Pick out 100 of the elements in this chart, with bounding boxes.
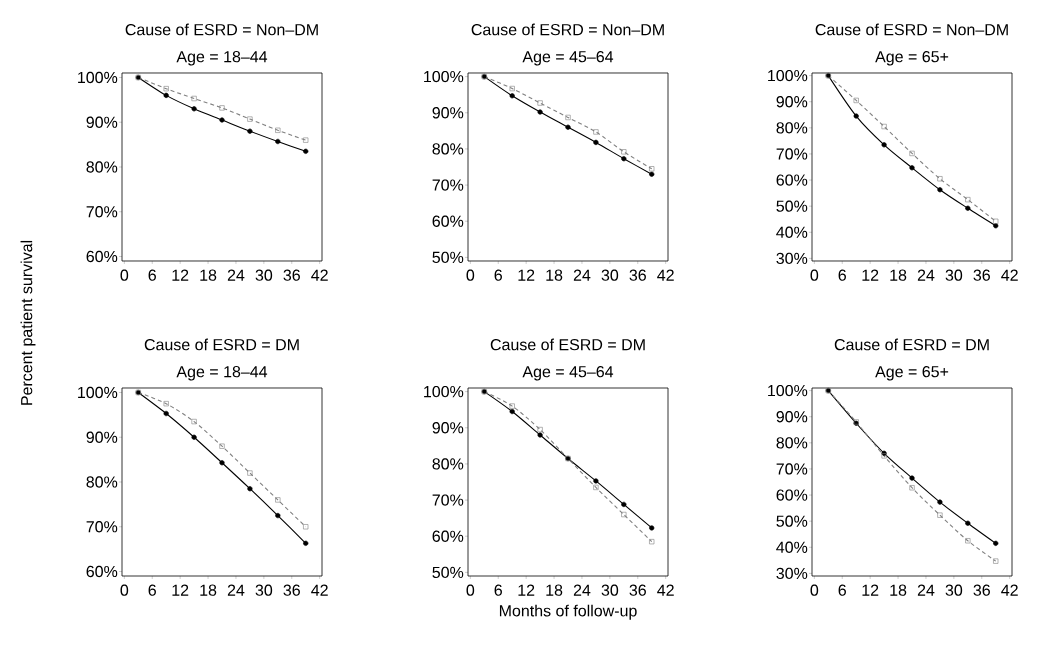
y-tick-label: 90% (776, 411, 808, 423)
y-tick-label: 90% (776, 96, 808, 108)
x-tick-label: 12 (518, 269, 535, 281)
x-tick-label: 12 (172, 269, 189, 281)
y-tick-label: 60% (432, 215, 464, 227)
chart-subtitle: Age = 65+ (875, 366, 949, 381)
chart-title: Cause of ESRD = Non–DM (815, 23, 1008, 36)
point (621, 149, 627, 155)
y-tick-label: 100% (424, 385, 464, 398)
x-tick-label: 18 (890, 584, 907, 596)
point (163, 86, 169, 92)
x-tick-label: 18 (200, 269, 217, 281)
y-tick-label: 100% (78, 71, 118, 84)
y-tick-label: 30% (776, 567, 808, 580)
chart-title: Cause of ESRD = DM (834, 338, 989, 351)
point (303, 148, 309, 154)
x-tick-label: 6 (494, 269, 502, 281)
y-tick-label: 70% (86, 206, 118, 218)
point (649, 539, 655, 545)
y-tick-label: 60% (432, 530, 464, 542)
y-tick-label: 70% (432, 494, 464, 506)
x-tick-label: 42 (657, 269, 674, 281)
point (303, 137, 309, 143)
point (909, 165, 915, 171)
point (965, 197, 971, 203)
y-tick-label: 60% (776, 489, 808, 501)
point (509, 408, 515, 415)
x-tick-label: 0 (810, 584, 819, 596)
x-tick-label: 0 (810, 269, 819, 281)
point (909, 475, 915, 481)
point (275, 127, 281, 133)
point (247, 486, 253, 492)
point (191, 106, 197, 112)
x-tick-label: 6 (838, 269, 846, 281)
point (993, 558, 999, 564)
point (993, 540, 999, 546)
point (649, 166, 655, 172)
x-tick-label: 42 (1001, 584, 1018, 596)
x-tick-label: 18 (200, 584, 217, 596)
x-tick-label: 30 (255, 269, 273, 281)
point (509, 403, 515, 409)
x-tick-label: 30 (601, 269, 619, 281)
point (247, 128, 253, 134)
point (993, 218, 999, 224)
point (163, 401, 169, 407)
point (993, 223, 999, 229)
x-tick-label: 24 (227, 584, 245, 596)
x-tick-label: 0 (466, 269, 475, 281)
point (965, 520, 971, 526)
x-tick-label: 6 (838, 584, 846, 596)
y-tick-label: 100% (768, 384, 808, 397)
chart-title: Cause of ESRD = Non–DM (471, 23, 664, 36)
x-tick-label: 36 (629, 269, 646, 281)
y-tick-label: 60% (86, 565, 118, 578)
point (937, 499, 943, 505)
x-tick-label: 0 (466, 584, 475, 596)
y-tick-label: 70% (86, 521, 118, 533)
chart-subtitle: Age = 45–64 (522, 51, 614, 66)
point (163, 92, 169, 98)
x-tick-label: 0 (120, 269, 129, 281)
point (649, 171, 655, 177)
y-tick-label: 80% (432, 458, 464, 470)
chart-title: Cause of ESRD = DM (144, 338, 299, 351)
point (565, 114, 571, 121)
x-tick-label: 42 (311, 269, 328, 281)
point (247, 470, 253, 476)
x-tick-label: 12 (862, 584, 879, 596)
point (275, 497, 281, 503)
chart-subtitle: Age = 18–44 (176, 366, 268, 381)
point (537, 426, 543, 433)
point (649, 525, 655, 531)
point (937, 512, 943, 518)
point (965, 538, 971, 544)
x-tick-label: 24 (573, 269, 591, 281)
point (275, 138, 281, 145)
x-tick-label: 24 (573, 584, 591, 596)
x-tick-label: 42 (311, 584, 328, 596)
x-tick-label: 42 (1001, 269, 1018, 281)
point (621, 501, 627, 508)
point (219, 117, 225, 123)
x-axis-title: Months of follow-up (499, 604, 637, 620)
x-tick-label: 12 (862, 269, 879, 281)
x-tick-label: 12 (172, 584, 189, 596)
y-tick-label: 50% (776, 515, 808, 527)
x-tick-label: 0 (120, 584, 129, 596)
point (909, 150, 915, 157)
x-tick-label: 30 (945, 584, 963, 596)
point (881, 142, 887, 148)
point (593, 129, 599, 135)
x-tick-label: 36 (283, 584, 300, 596)
point (509, 93, 515, 99)
x-tick-label: 24 (917, 584, 935, 596)
point (219, 460, 225, 466)
chart-subtitle: Age = 18–44 (176, 50, 268, 66)
x-tick-label: 6 (148, 584, 156, 596)
point (537, 100, 543, 106)
x-tick-label: 6 (494, 584, 502, 596)
point (537, 432, 543, 438)
y-tick-label: 40% (776, 541, 808, 553)
x-tick-label: 36 (283, 269, 300, 281)
